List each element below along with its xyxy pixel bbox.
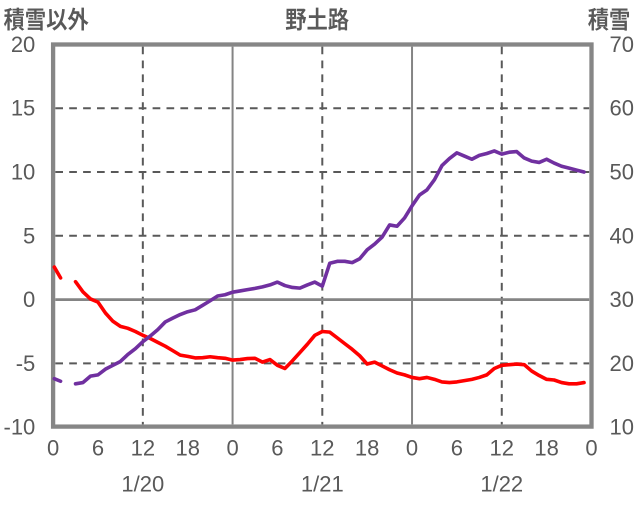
svg-text:6: 6 [271,436,283,461]
svg-text:6: 6 [92,436,104,461]
svg-text:5: 5 [23,223,35,248]
svg-text:18: 18 [355,436,379,461]
svg-text:12: 12 [310,436,334,461]
svg-text:1/21: 1/21 [301,472,344,497]
svg-text:30: 30 [610,287,634,312]
svg-text:6: 6 [451,436,463,461]
svg-text:12: 12 [131,436,155,461]
svg-text:0: 0 [47,436,59,461]
svg-text:18: 18 [534,436,558,461]
svg-text:50: 50 [610,160,634,185]
svg-text:20: 20 [610,351,634,376]
svg-text:-5: -5 [16,351,36,376]
svg-text:-10: -10 [4,415,36,440]
svg-text:10: 10 [610,415,634,440]
svg-text:20: 20 [11,32,35,57]
svg-text:18: 18 [175,436,199,461]
svg-text:0: 0 [406,436,418,461]
svg-text:1/22: 1/22 [480,472,523,497]
svg-text:10: 10 [11,160,35,185]
svg-text:1/20: 1/20 [121,472,164,497]
svg-text:0: 0 [23,287,35,312]
svg-text:40: 40 [610,223,634,248]
svg-text:70: 70 [610,32,634,57]
svg-text:12: 12 [490,436,514,461]
svg-text:15: 15 [11,96,35,121]
svg-text:0: 0 [226,436,238,461]
svg-text:60: 60 [610,96,634,121]
svg-text:0: 0 [585,436,597,461]
